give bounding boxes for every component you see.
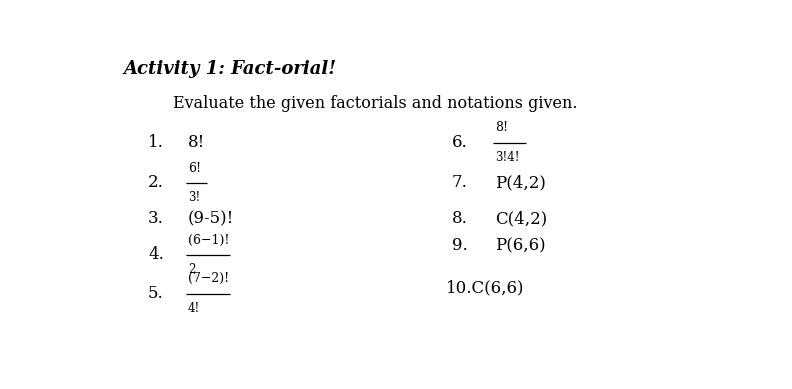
Text: (9-5)!: (9-5)! — [188, 210, 234, 228]
Text: P(6,6): P(6,6) — [495, 237, 546, 254]
Text: C(4,2): C(4,2) — [495, 210, 547, 228]
Text: 4.: 4. — [148, 246, 164, 263]
Text: 7.: 7. — [452, 174, 468, 191]
Text: 8!: 8! — [188, 134, 205, 151]
Text: 9.: 9. — [452, 237, 468, 254]
Text: 6.: 6. — [452, 134, 468, 151]
Text: 10.C(6,6): 10.C(6,6) — [446, 279, 524, 296]
Text: 3.: 3. — [148, 210, 164, 228]
Text: 8.: 8. — [452, 210, 468, 228]
Text: 5.: 5. — [148, 285, 164, 302]
Text: 6!: 6! — [188, 161, 201, 175]
Text: 3!: 3! — [188, 191, 200, 204]
Text: Activity 1: Fact-orial!: Activity 1: Fact-orial! — [124, 60, 337, 78]
Text: 2.: 2. — [148, 174, 164, 191]
Text: 8!: 8! — [495, 121, 508, 134]
Text: (7−2)!: (7−2)! — [188, 272, 229, 286]
Text: (6−1)!: (6−1)! — [188, 233, 230, 247]
Text: 4!: 4! — [188, 302, 200, 315]
Text: P(4,2): P(4,2) — [495, 174, 546, 191]
Text: 3!4!: 3!4! — [495, 151, 520, 164]
Text: 1.: 1. — [148, 134, 164, 151]
Text: Evaluate the given factorials and notations given.: Evaluate the given factorials and notati… — [173, 95, 577, 112]
Text: 2: 2 — [188, 263, 196, 276]
